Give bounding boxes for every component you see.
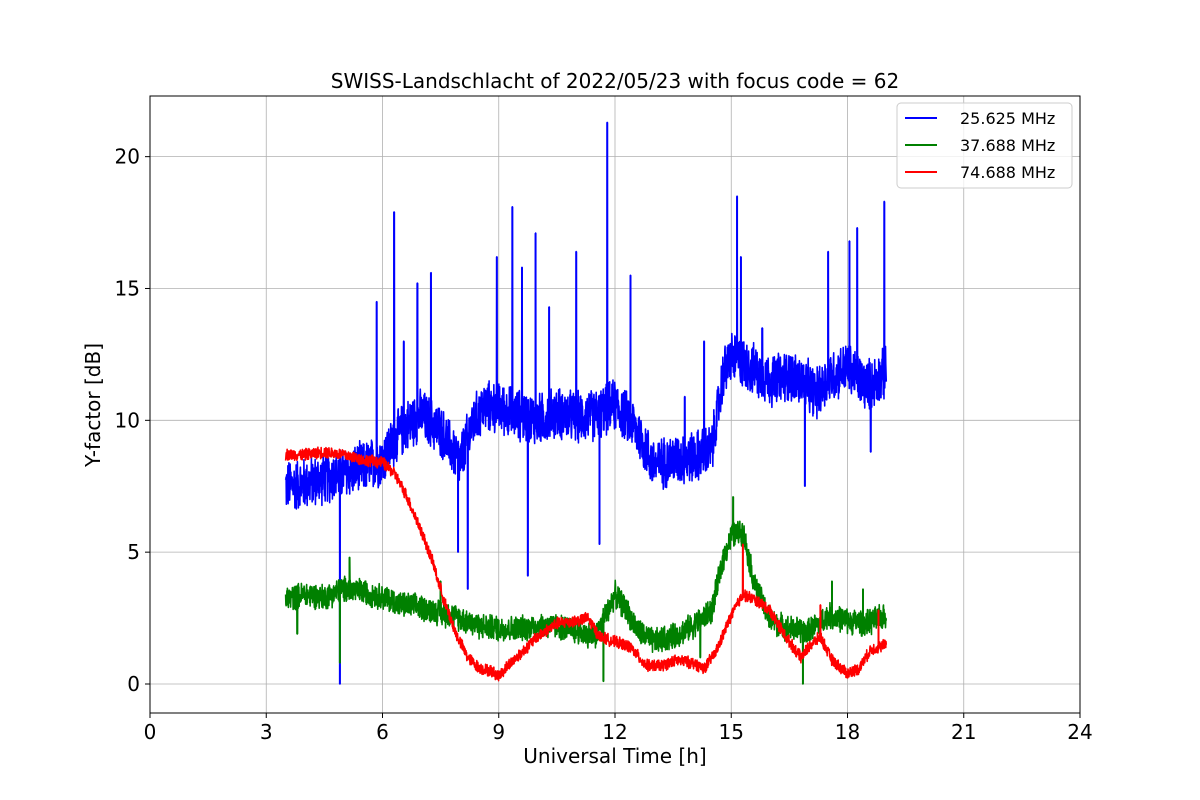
legend-label-25: 25.625 MHz [960,109,1055,128]
y-axis-ticks: 0 5 10 15 20 [115,145,150,696]
x-tick-label: 24 [1067,720,1092,744]
legend-label-37: 37.688 MHz [960,136,1055,155]
x-tick-label: 0 [144,720,157,744]
x-tick-label: 18 [835,720,860,744]
y-tick-label: 5 [127,540,140,564]
y-tick-label: 0 [127,672,140,696]
series-line [284,446,888,682]
series-25-mhz [284,121,888,685]
legend: 25.625 MHz 37.688 MHz 74.688 MHz [896,102,1073,189]
chart-title: SWISS-Landschlacht of 2022/05/23 with fo… [331,69,899,93]
y-tick-label: 20 [115,145,140,169]
x-tick-label: 15 [719,720,744,744]
x-axis-label: Universal Time [h] [523,744,706,768]
legend-label-74: 74.688 MHz [960,163,1055,182]
y-tick-label: 15 [115,276,140,300]
x-tick-label: 21 [951,720,976,744]
x-tick-label: 12 [602,720,627,744]
series-layer [284,121,888,685]
series-74-mhz [284,446,888,682]
y-axis-label: Y-factor [dB] [81,343,105,468]
x-tick-label: 9 [492,720,505,744]
x-tick-label: 6 [376,720,389,744]
y-tick-label: 10 [115,408,140,432]
legend-box [896,102,1073,189]
x-axis-ticks: 0 3 6 9 12 15 18 21 24 [144,713,1093,744]
series-line [284,121,888,685]
x-tick-label: 3 [260,720,273,744]
